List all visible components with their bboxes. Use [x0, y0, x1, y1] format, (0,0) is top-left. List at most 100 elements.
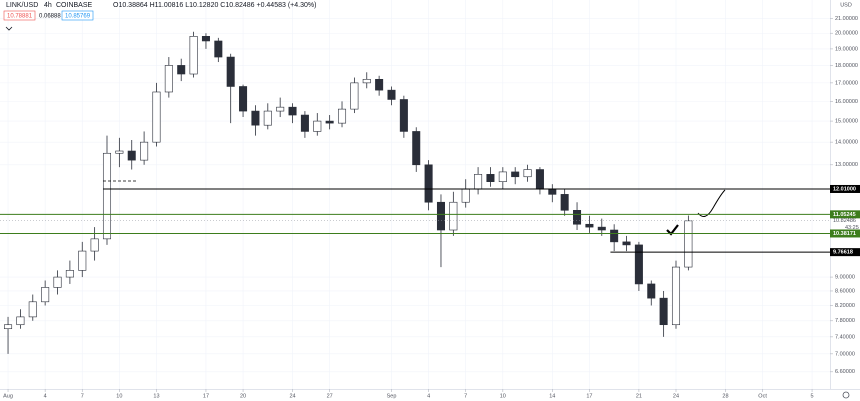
candle-body — [16, 316, 25, 326]
y-tick-label: 14.00000 — [835, 140, 858, 146]
x-tick-label: 27 — [327, 393, 333, 399]
annotation-curve — [697, 189, 726, 218]
y-tick-label: 6.60000 — [835, 369, 855, 375]
x-tick-label: 10 — [116, 393, 122, 399]
candle-body — [399, 99, 408, 132]
candle-body — [659, 297, 668, 326]
axis-unit: USD — [840, 2, 852, 8]
y-tick-label: 21.00000 — [835, 16, 858, 22]
candle-body — [375, 78, 384, 91]
price-label-box — [830, 210, 860, 219]
x-tick-label: 5 — [811, 393, 814, 399]
candle-body — [671, 266, 681, 326]
candle-body — [251, 110, 260, 126]
candle-body — [4, 324, 13, 330]
candle-body — [461, 188, 470, 203]
candle-body — [177, 65, 186, 75]
candle-body — [28, 301, 37, 318]
x-tick-label: 17 — [203, 393, 209, 399]
x-tick-label: Oct — [758, 393, 767, 399]
candle-body — [102, 152, 112, 240]
y-tick-label: 7.80000 — [835, 318, 855, 324]
y-tick-label: 17.00000 — [835, 80, 858, 86]
candle-body — [226, 56, 235, 87]
candle-body — [684, 220, 693, 268]
candle-body — [140, 141, 149, 161]
candle-body — [41, 287, 50, 303]
candle-body — [53, 276, 62, 288]
x-tick-label: 17 — [586, 393, 592, 399]
y-tick-label: 9.00000 — [835, 275, 855, 281]
x-tick-label: 14 — [549, 393, 555, 399]
candle-body — [622, 241, 631, 246]
price-label-box — [830, 184, 860, 193]
y-tick-label: 20.00000 — [835, 31, 858, 37]
candle-body — [486, 174, 495, 182]
candle-body — [201, 36, 210, 42]
last-price-label: 10.82486 — [833, 218, 856, 224]
candle-body — [610, 229, 619, 243]
candle-body — [548, 188, 557, 195]
candle-body — [474, 174, 483, 190]
candle-body — [164, 65, 173, 93]
candle-body — [585, 223, 594, 228]
candle-body — [449, 201, 458, 231]
candle-body — [560, 194, 569, 211]
price-label-box — [830, 229, 860, 238]
candle-body — [115, 150, 124, 154]
x-tick-label: 24 — [673, 393, 679, 399]
price-label: 12.01000 — [833, 186, 856, 192]
candle-body — [634, 244, 643, 285]
y-tick-label: 8.20000 — [835, 303, 855, 309]
candle-body — [412, 131, 421, 166]
candle-body — [276, 106, 285, 112]
candle-body — [387, 89, 396, 100]
y-tick-label: 7.00000 — [835, 351, 855, 357]
spread: 0.06888 — [39, 14, 61, 20]
settings-icon[interactable] — [842, 391, 850, 399]
y-tick-label: 15.00000 — [835, 119, 858, 125]
candle-body — [152, 91, 161, 143]
sell-price[interactable]: 10.78881 — [7, 14, 33, 20]
candle-body — [313, 120, 322, 132]
x-tick-label: 7 — [464, 393, 467, 399]
buy-price[interactable]: 10.85769 — [65, 14, 91, 20]
sell-button[interactable] — [3, 10, 36, 21]
candle-body — [288, 106, 297, 116]
candle-body — [90, 238, 99, 252]
candle-body — [647, 283, 656, 299]
candle-body — [597, 226, 606, 231]
x-tick-label: 7 — [81, 393, 84, 399]
candle-body — [362, 78, 371, 84]
y-tick-label: 19.00000 — [835, 46, 858, 52]
candle-body — [535, 169, 544, 190]
y-tick-label: 13.00000 — [835, 162, 858, 168]
plot-area — [0, 0, 830, 389]
annotation-check — [666, 224, 679, 236]
y-tick-label: 7.40000 — [835, 334, 855, 340]
candle-body — [436, 201, 445, 231]
x-tick-label: 4 — [44, 393, 47, 399]
buy-button[interactable] — [61, 10, 94, 21]
x-tick-label: 21 — [636, 393, 642, 399]
y-tick-label: 18.00000 — [835, 63, 858, 69]
candle-body — [325, 120, 334, 124]
candle-body — [573, 210, 582, 225]
exchange: COINBASE — [56, 2, 93, 9]
x-tick-label: 4 — [427, 393, 430, 399]
candle-body — [338, 108, 347, 124]
price-label-box — [830, 248, 860, 257]
collapse-icon[interactable] — [5, 26, 13, 31]
x-tick-label: Aug — [3, 393, 13, 399]
candle-body — [523, 169, 532, 178]
candle-body — [214, 40, 223, 58]
candle-body — [189, 36, 198, 75]
x-tick-label: Sep — [387, 393, 397, 399]
candle-body — [424, 164, 433, 203]
candle-body — [300, 114, 309, 132]
y-tick-label: 8.60000 — [835, 288, 855, 294]
x-tick-label: 13 — [153, 393, 159, 399]
candle-body — [127, 150, 136, 161]
price-label: 11.05245 — [833, 212, 856, 218]
price-label: 9.76618 — [833, 250, 853, 256]
